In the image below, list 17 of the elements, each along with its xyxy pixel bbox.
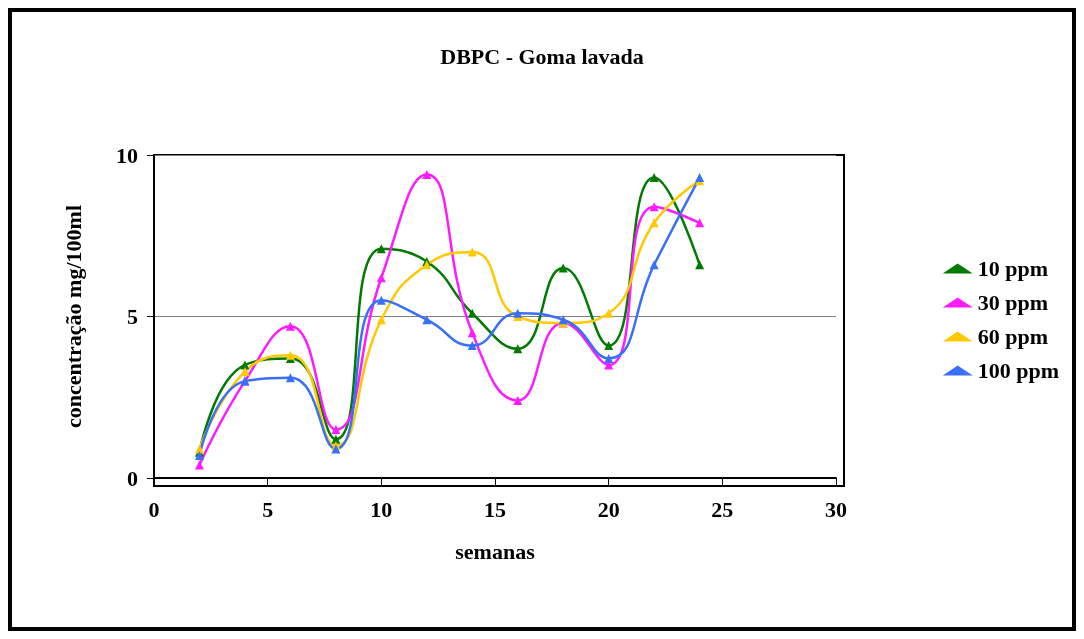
x-tick-label: 5 — [262, 496, 274, 522]
x-tick-label: 30 — [825, 496, 847, 522]
legend-label: 60 ppm — [977, 324, 1048, 349]
x-tick-label: 15 — [484, 496, 506, 522]
legend-label: 10 ppm — [977, 256, 1048, 281]
chart-title: DBPC - Goma lavada — [440, 43, 644, 69]
y-tick-label: 5 — [127, 304, 138, 329]
legend-label: 30 ppm — [977, 290, 1048, 315]
x-tick-label: 10 — [370, 496, 393, 522]
x-axis-title: semanas — [455, 538, 536, 564]
y-tick-label: 10 — [116, 142, 138, 168]
legend-label: 100 ppm — [977, 358, 1059, 383]
x-tick-label: 0 — [148, 496, 160, 522]
y-axis-title: concentração mg/100ml — [60, 205, 86, 428]
y-tick-label: 0 — [127, 465, 138, 491]
x-tick-label: 20 — [597, 496, 620, 522]
x-tick-label: 25 — [711, 496, 734, 522]
